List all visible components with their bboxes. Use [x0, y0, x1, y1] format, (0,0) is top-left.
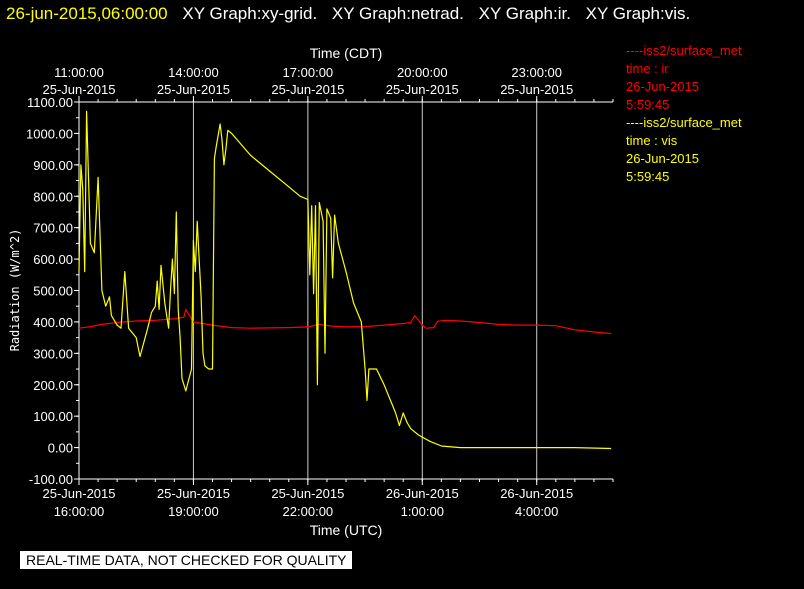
y-tick-label: 1000.00 [26, 126, 73, 141]
bottom-tick-time: 16:00:00 [54, 504, 105, 519]
legend-vis-variable: time : vis [626, 133, 678, 148]
bottom-tick-date: 25-Jun-2015 [43, 486, 116, 501]
y-tick-label: 0.00 [48, 441, 73, 456]
top-tick-time: 20:00:00 [397, 65, 448, 80]
quality-notice: REAL-TIME DATA, NOT CHECKED FOR QUALITY [20, 551, 353, 569]
bottom-axis-title: Time (UTC) [310, 522, 383, 538]
graph-tab-xy-grid[interactable]: XY Graph:xy-grid. [182, 4, 318, 23]
timestamp: 26-jun-2015,06:00:00 [6, 4, 168, 23]
graph-tab-vis[interactable]: XY Graph:vis. [585, 4, 691, 23]
top-tick-date: 25-Jun-2015 [157, 82, 230, 97]
top-tick-date: 25-Jun-2015 [386, 82, 459, 97]
y-tick-label: 1100.00 [27, 95, 73, 110]
y-tick-label: 900.00 [33, 158, 73, 173]
y-tick-label: 800.00 [33, 189, 73, 204]
y-tick-label: 700.00 [33, 221, 73, 236]
y-tick-label: -100.00 [29, 472, 73, 487]
y-axis-label: Radiation (W/m^2) [8, 229, 22, 352]
legend-ir-date: 26-Jun-2015 [626, 79, 699, 94]
legend-vis-date: 26-Jun-2015 [626, 151, 699, 166]
bottom-tick-time: 22:00:00 [283, 504, 334, 519]
plot-axes [78, 101, 613, 480]
legend-ir: ----iss2/surface_met time : ir 26-Jun-20… [626, 42, 742, 114]
top-tick-time: 11:00:00 [54, 65, 104, 80]
legend-ir-time: 5:59:45 [626, 97, 670, 112]
data-series [78, 110, 612, 450]
y-tick-label: 300.00 [33, 346, 73, 361]
series-line-vis [78, 110, 612, 450]
graph-tab-ir[interactable]: XY Graph:ir. [478, 4, 571, 23]
legend-vis: ----iss2/surface_met time : vis 26-Jun-2… [626, 114, 742, 186]
y-tick-label: 400.00 [33, 315, 73, 330]
y-tick-label: 500.00 [33, 284, 73, 299]
bottom-tick-time: 1:00:00 [401, 504, 444, 519]
bottom-x-axis-ticks: 25-Jun-2015 16:00:00 25-Jun-2015 19:00:00 25… [43, 479, 614, 519]
bottom-tick-time: 19:00:00 [168, 504, 219, 519]
top-axis-title: Time (CDT) [310, 45, 383, 61]
top-x-axis-ticks: 11:00:00 25-Jun-2015 14:00:00 25-Jun-2015 17… [43, 65, 614, 102]
top-tick-time: 14:00:00 [168, 65, 219, 80]
bottom-tick-date: 26-Jun-2015 [500, 486, 573, 501]
bottom-tick-date: 25-Jun-2015 [157, 486, 230, 501]
series-line-ir [78, 308, 612, 335]
y-axis-ticks: -100.00 0.00 100.00 200.00 300.00 400.00 500.0… [26, 95, 79, 487]
top-tick-date: 25-Jun-2015 [271, 82, 344, 97]
graph-tab-netrad[interactable]: XY Graph:netrad. [331, 4, 464, 23]
legend-ir-source: ----iss2/surface_met [626, 43, 742, 58]
y-tick-label: 200.00 [33, 378, 73, 393]
top-tick-date: 25-Jun-2015 [500, 82, 573, 97]
bottom-tick-date: 25-Jun-2015 [271, 486, 344, 501]
top-tick-time: 17:00:00 [283, 65, 334, 80]
top-tick-date: 25-Jun-2015 [43, 82, 116, 97]
y-tick-label: 100.00 [33, 409, 73, 424]
bottom-tick-time: 4:00:00 [515, 504, 558, 519]
graph-header: 26-jun-2015,06:00:00 XY Graph:xy-grid. X… [6, 4, 690, 24]
legend-vis-source: ----iss2/surface_met [626, 115, 742, 130]
top-tick-time: 23:00:00 [511, 65, 562, 80]
legend-ir-variable: time : ir [626, 61, 669, 76]
legend-vis-time: 5:59:45 [626, 169, 670, 184]
bottom-tick-date: 26-Jun-2015 [386, 486, 459, 501]
y-tick-label: 600.00 [33, 252, 73, 267]
grid-lines [192, 102, 538, 479]
